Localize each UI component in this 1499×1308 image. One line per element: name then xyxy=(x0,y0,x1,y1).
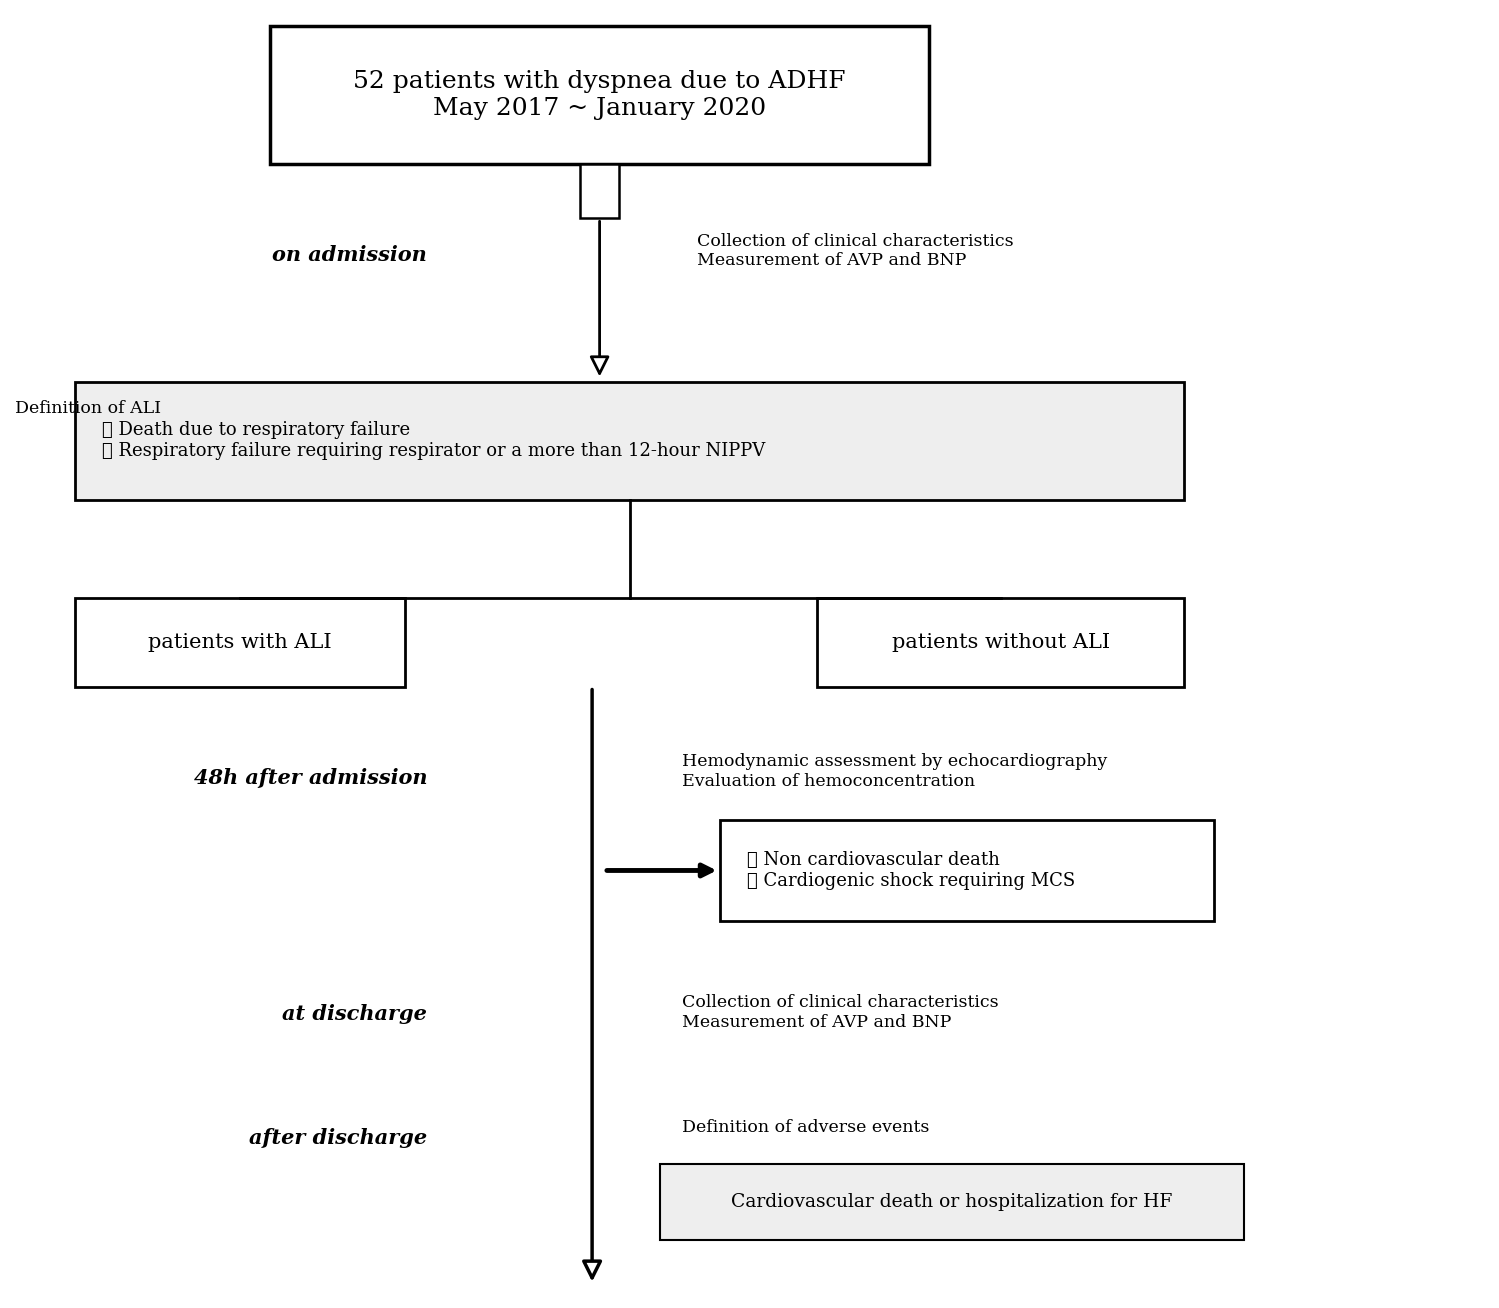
FancyBboxPatch shape xyxy=(720,820,1214,921)
Text: ・ Death due to respiratory failure
・ Respiratory failure requiring respirator or: ・ Death due to respiratory failure ・ Res… xyxy=(102,421,764,460)
Text: Collection of clinical characteristics
Measurement of AVP and BNP: Collection of clinical characteristics M… xyxy=(697,233,1013,269)
Text: Hemodynamic assessment by echocardiography
Evaluation of hemoconcentration: Hemodynamic assessment by echocardiograp… xyxy=(682,753,1108,790)
Text: Collection of clinical characteristics
Measurement of AVP and BNP: Collection of clinical characteristics M… xyxy=(682,994,998,1031)
Text: 48h after admission: 48h after admission xyxy=(193,768,427,789)
FancyBboxPatch shape xyxy=(817,598,1184,687)
Text: Cardiovascular death or hospitalization for HF: Cardiovascular death or hospitalization … xyxy=(732,1193,1172,1211)
Text: patients with ALI: patients with ALI xyxy=(148,633,331,651)
FancyBboxPatch shape xyxy=(270,26,929,164)
FancyBboxPatch shape xyxy=(580,164,619,218)
Text: patients without ALI: patients without ALI xyxy=(892,633,1109,651)
Text: Definition of adverse events: Definition of adverse events xyxy=(682,1120,929,1135)
Text: at discharge: at discharge xyxy=(282,1003,427,1024)
Text: Definition of ALI: Definition of ALI xyxy=(15,400,160,416)
FancyBboxPatch shape xyxy=(660,1164,1244,1240)
FancyBboxPatch shape xyxy=(75,382,1184,500)
Text: 52 patients with dyspnea due to ADHF
May 2017 ~ January 2020: 52 patients with dyspnea due to ADHF May… xyxy=(354,71,845,119)
Text: on admission: on admission xyxy=(273,245,427,266)
Text: after discharge: after discharge xyxy=(249,1127,427,1148)
FancyBboxPatch shape xyxy=(75,598,405,687)
Text: ・ Non cardiovascular death
・ Cardiogenic shock requiring MCS: ・ Non cardiovascular death ・ Cardiogenic… xyxy=(747,852,1075,889)
